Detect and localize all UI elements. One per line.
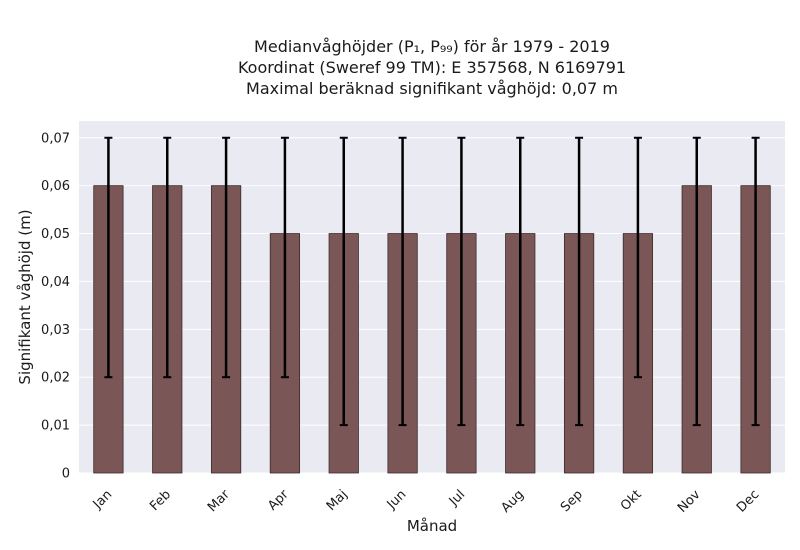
y-tick-label: 0,01 [41,419,70,434]
y-tick-label: 0,02 [41,371,70,386]
error-bar-apr [280,136,289,379]
y-tick-label: 0,04 [41,275,70,290]
x-tick-label: Jun [384,487,410,513]
x-tick-label: Mar [205,487,233,515]
y-axis-label: Signifikant våghöjd (m) [16,209,34,384]
plot-area [79,121,785,473]
error-bar-nov [692,136,701,427]
y-tick-label: 0,07 [41,131,70,146]
x-tick-label: Jan [90,487,115,512]
error-bar-feb [163,136,172,379]
x-tick-label: Okt [618,487,645,514]
y-tick-labels: 0 0,01 0,02 0,03 0,04 0,05 0,06 0,07 [41,131,70,481]
x-tick-label: Nov [675,487,704,516]
error-bars [104,136,760,427]
x-tick-labels: Jan Feb Mar Apr Maj Jun Jul Aug Sep Okt Nov Dec [90,487,763,516]
y-tick-label: 0,06 [41,179,70,194]
x-tick-label: Dec [734,487,762,515]
error-bar-dec [751,136,760,427]
x-tick-label: Feb [147,487,174,514]
y-tick-label: 0,03 [41,323,70,338]
y-tick-label: 0,05 [41,227,70,242]
error-bar-jun [398,136,407,427]
y-tick-label: 0 [62,467,70,482]
error-bar-maj [339,136,348,427]
error-bar-mar [222,136,231,379]
x-tick-label: Maj [324,487,351,514]
x-tick-label: Aug [499,487,528,516]
x-tick-label: Apr [265,487,292,514]
title-line-1: Medianvåghöjder (P₁, P₉₉) för år 1979 - … [254,37,610,56]
x-tick-label: Sep [558,487,586,515]
error-bar-sep [575,136,584,427]
error-bar-aug [516,136,525,427]
chart-title: Medianvåghöjder (P₁, P₉₉) för år 1979 - … [238,37,626,98]
grid-lines [79,137,785,474]
error-bar-jul [457,136,466,427]
x-tick-label: Jul [446,487,468,509]
x-axis-label: Månad [407,517,457,535]
error-bar-okt [633,136,642,379]
title-line-2: Koordinat (Sweref 99 TM): E 357568, N 61… [238,58,626,77]
error-bar-jan [104,136,113,379]
title-line-3: Maximal beräknad signifikant våghöjd: 0,… [246,79,618,98]
